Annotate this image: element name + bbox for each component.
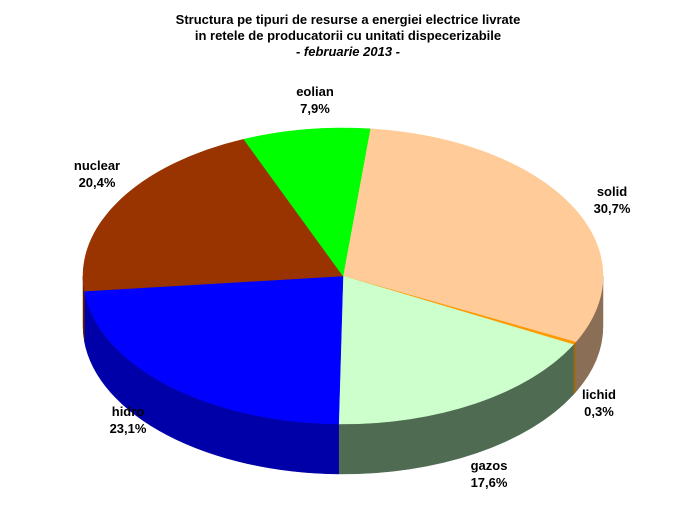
label-value-gazos: 17,6% (471, 475, 508, 490)
chart-subtitle: - februarie 2013 - (295, 44, 401, 59)
label-name-nuclear: nuclear (74, 158, 120, 173)
chart-title: Structura pe tipuri de resurse a energie… (175, 12, 521, 27)
label-solid: solid 30,7% (594, 184, 631, 216)
pie-slice-gazos (338, 275, 574, 425)
pie-labels: solid 30,7% lichid 0,3% gazos 17,6% hidro 23,1%… (74, 84, 631, 490)
label-value-nuclear: 20,4% (79, 175, 116, 190)
pie-slice-solid (342, 128, 604, 343)
pie-slice-nuclear (82, 138, 344, 292)
label-value-solid: 30,7% (594, 201, 631, 216)
label-name-solid: solid (597, 184, 627, 199)
chart-title-block: Structura pe tipuri de resurse a energie… (0, 12, 696, 60)
pie-side-lichid (573, 341, 576, 396)
pie-slice-hidro (84, 275, 344, 425)
pie-tops (82, 127, 604, 425)
label-lichid: lichid 0,3% (582, 387, 616, 419)
label-hidro: hidro 23,1% (110, 404, 147, 436)
label-name-hidro: hidro (112, 404, 145, 419)
label-name-lichid: lichid (582, 387, 616, 402)
label-gazos: gazos 17,6% (471, 458, 508, 490)
label-value-lichid: 0,3% (584, 404, 614, 419)
label-value-hidro: 23,1% (110, 421, 147, 436)
label-nuclear: nuclear 20,4% (74, 158, 120, 190)
label-name-gazos: gazos (471, 458, 508, 473)
label-eolian: eolian 7,9% (296, 84, 334, 116)
label-value-eolian: 7,9% (300, 101, 330, 116)
chart-title-line2: in retele de producatorii cu unitati dis… (194, 28, 502, 43)
label-name-eolian: eolian (296, 84, 334, 99)
pie-slice-eolian (243, 127, 371, 277)
